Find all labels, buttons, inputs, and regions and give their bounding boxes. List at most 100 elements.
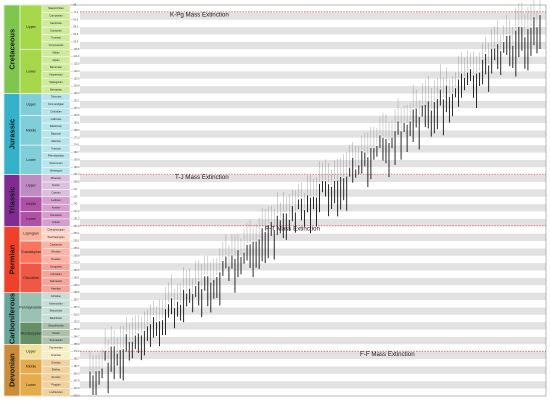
stage-cell: [41, 388, 71, 397]
stage-label: Carnian: [51, 191, 61, 195]
age-tick-label: 303.7: [74, 299, 81, 302]
epoch-label: Mississippian: [20, 331, 41, 335]
stage-band: [80, 381, 546, 389]
stage-band: [80, 373, 546, 382]
epoch-label: Upper: [26, 103, 37, 107]
stage-band: [80, 248, 546, 256]
period-label: Cretaceous: [8, 29, 17, 70]
stage-band: [80, 388, 546, 396]
age-tick-label: 93.9: [74, 40, 79, 43]
stage-band: [80, 329, 546, 337]
age-tick-label: 139.8: [74, 85, 81, 88]
age-tick-label: 290.1: [74, 276, 81, 279]
age-tick-label: 208.5: [74, 181, 81, 184]
extinction-label: F-F Mass Extinction: [360, 351, 415, 358]
stage-label: Eifelian: [52, 368, 61, 372]
stage-label: Bajocian: [51, 132, 62, 136]
stage-bands: [3, 4, 547, 397]
age-tick-label: 298.9: [74, 291, 81, 294]
epoch-label: Upper: [26, 350, 37, 354]
age-tick-label: 129.4: [74, 70, 81, 73]
stage-band: [80, 277, 546, 286]
stage-label: Santonian: [50, 21, 62, 25]
stage-band: [80, 123, 546, 131]
age-tick-label: 251.9: [74, 225, 81, 228]
epoch-label: Middle: [26, 128, 37, 132]
stage-column: Maastrichtian Campanian Santonian Coniacian…: [41, 4, 71, 397]
epoch-label: Lower: [26, 217, 37, 221]
stage-label: Turonian: [51, 36, 62, 40]
stage-label: Kungurian: [50, 264, 62, 268]
stage-label: Changhsingian: [47, 228, 65, 232]
age-tick-label: 283.5: [74, 269, 81, 272]
age-tick-label: 247.2: [74, 210, 81, 213]
age-tick-label: 372.2: [74, 350, 81, 353]
epoch-label: Middle: [26, 202, 37, 206]
period-label: Permian: [8, 244, 17, 274]
stage-band: [80, 211, 546, 219]
stage-band: [80, 115, 546, 124]
period-column: Cretaceous Jurassic Triassic Permian Carboni…: [3, 4, 21, 397]
stage-band: [80, 86, 546, 94]
epoch-label: Middle: [26, 364, 37, 368]
period-label: Devonian: [8, 353, 17, 387]
stage-band: [80, 307, 546, 315]
age-tick-label: 323.2: [74, 321, 81, 324]
age-tick-label: 254.1: [74, 232, 81, 235]
age-tick-label: 100.5: [74, 48, 81, 51]
stage-band: [80, 34, 546, 42]
stage-band: [80, 27, 546, 35]
age-tick-label: 330.9: [74, 328, 81, 331]
stage-label: Pliensbachian: [48, 154, 65, 158]
age-tick-label: 419.2: [74, 395, 81, 398]
taxon-ranges: [89, 0, 541, 395]
stage-label: Wuchiapingian: [48, 235, 66, 239]
stage-band: [80, 204, 546, 212]
age-tick-label: 387.7: [74, 365, 81, 368]
age-tick-label: 346.7: [74, 335, 81, 338]
age-tick-label: 199.3: [74, 166, 81, 169]
age-tick-label: 113.0: [74, 55, 80, 58]
age-tick-label: 315.2: [74, 313, 81, 316]
age-tick-label: 358.9: [74, 343, 81, 346]
age-tick-label: 410.8: [74, 387, 81, 390]
stage-band: [80, 49, 546, 57]
stage-band: [80, 71, 546, 79]
stage-label: Hettangian: [50, 168, 63, 172]
age-tick-label: 174.1: [74, 144, 81, 147]
stage-label: Aalenian: [51, 139, 62, 143]
stage-band: [80, 100, 546, 109]
stage-label: Lochkovian: [49, 390, 63, 394]
stage-band: [80, 145, 546, 153]
stage-band: [80, 19, 546, 28]
stage-band: [80, 5, 546, 13]
stage-band: [80, 182, 546, 190]
stage-label: Serpukhovian: [48, 323, 64, 327]
age-tick-label: 268.8: [74, 254, 81, 257]
stage-band: [80, 218, 546, 227]
stage-band: [80, 292, 546, 301]
age-tick-label: 152.1: [74, 99, 81, 102]
epoch-label: Lopingian: [23, 232, 39, 236]
stage-label: Emsian: [52, 375, 61, 379]
period-label: Jurassic: [8, 119, 17, 149]
stage-label: Barremian: [50, 65, 63, 69]
stage-label: Valanginian: [49, 80, 63, 84]
age-tick-label: 163.5: [74, 114, 81, 117]
stage-label: Anisian: [52, 205, 61, 209]
extinction-label: T-J Mass Extinction: [175, 174, 229, 181]
stage-label: Toarcian: [51, 146, 61, 150]
stage-band: [80, 314, 546, 323]
age-tick-label: 145.0: [74, 92, 81, 95]
stage-band: [80, 12, 546, 20]
extinction-label: P-T Mass Extinction: [265, 226, 320, 233]
age-tick-label: 393.3: [74, 372, 81, 375]
stage-label: Kasimovian: [49, 301, 63, 305]
age-tick-label: 382.7: [74, 358, 81, 361]
extinction-label: K-Pg Mass Extinction: [170, 12, 229, 19]
epoch-label: Pennsylvanian: [19, 305, 42, 309]
stage-band: [80, 41, 546, 50]
stage-band: [80, 322, 546, 330]
epoch-label: Lower: [26, 383, 37, 387]
stage-label: Bathonian: [50, 124, 62, 128]
